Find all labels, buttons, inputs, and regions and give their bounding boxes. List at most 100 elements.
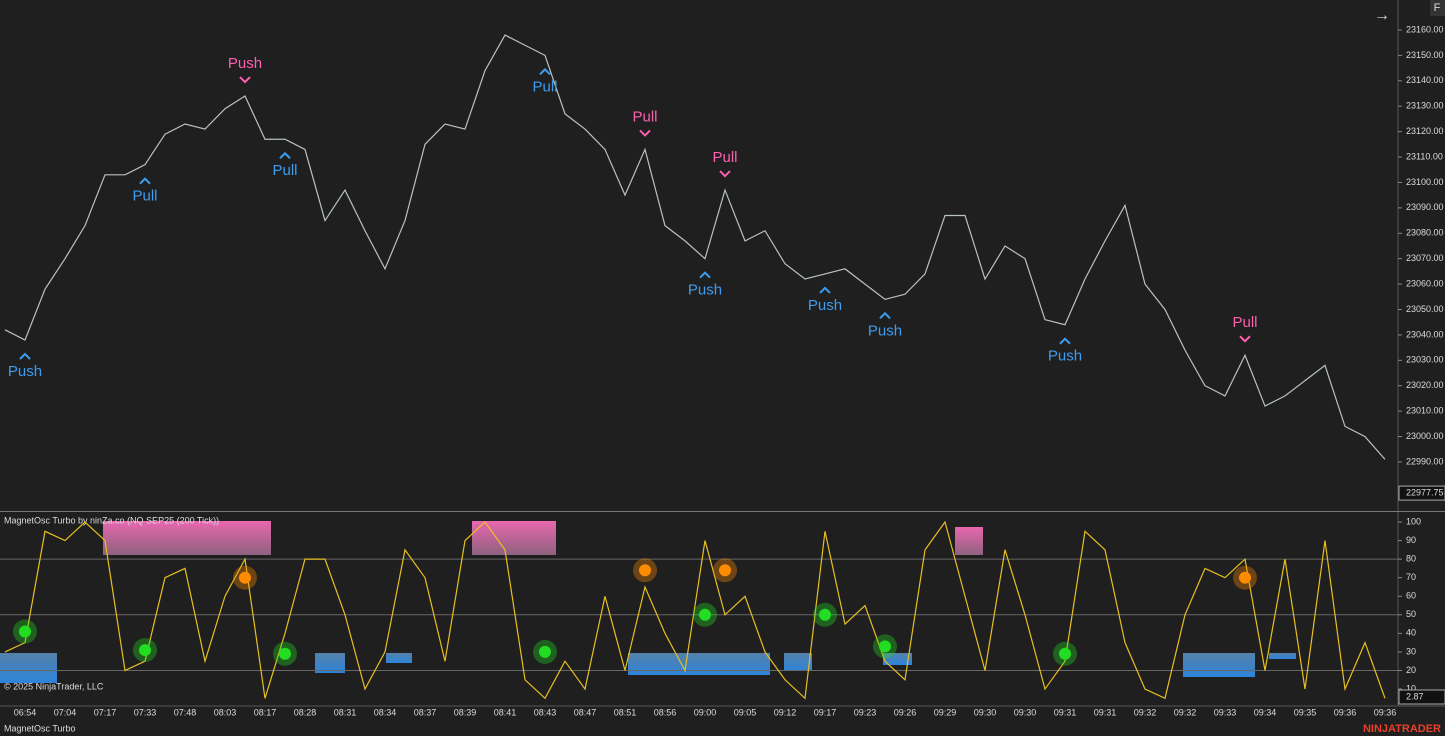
- scroll-arrow[interactable]: →: [1374, 7, 1390, 24]
- signal-dot: [539, 645, 551, 658]
- x-tick-label: 09:34: [1254, 707, 1277, 717]
- x-tick-label: 07:48: [174, 707, 197, 717]
- x-tick-label: 09:36: [1374, 707, 1397, 717]
- signal-arrow: [1239, 335, 1251, 343]
- signal-label: Push: [8, 363, 42, 380]
- signal-dot: [879, 640, 891, 653]
- x-tick-label: 09:12: [774, 707, 797, 717]
- y-tick-label: 70: [1406, 572, 1416, 582]
- series-line: [4, 520, 1386, 700]
- buy-zone: [1269, 653, 1296, 659]
- y-tick-label: 40: [1406, 628, 1416, 638]
- y-tick-label: 60: [1406, 591, 1416, 601]
- signal-dot: [819, 608, 831, 621]
- x-tick-label: 08:03: [214, 707, 237, 717]
- y-tick-label: 50: [1406, 609, 1416, 619]
- y-tick-label: 23030.00: [1406, 355, 1444, 365]
- buy-zone: [883, 653, 912, 665]
- y-tick-label: 23160.00: [1406, 24, 1444, 34]
- signal-label: Pull: [132, 188, 157, 205]
- x-tick-label: 08:56: [654, 707, 677, 717]
- buy-zone: [628, 653, 770, 675]
- series-line: [4, 34, 1386, 460]
- x-tick-label: 09:31: [1094, 707, 1117, 717]
- sell-zone: [472, 521, 556, 555]
- signal-arrow: [139, 177, 151, 185]
- signal-label: Pull: [712, 149, 737, 166]
- y-tick-label: 23130.00: [1406, 101, 1444, 111]
- x-tick-label: 08:34: [374, 707, 397, 717]
- last-price-label: 2.87: [1406, 691, 1424, 701]
- x-tick-label: 09:30: [974, 707, 997, 717]
- x-tick-label: 06:54: [14, 707, 37, 717]
- y-tick-label: 23000.00: [1406, 431, 1444, 441]
- buy-zone: [315, 653, 345, 673]
- x-tick-label: 09:35: [1294, 707, 1317, 717]
- x-tick-label: 08:39: [454, 707, 477, 717]
- y-tick-label: 23150.00: [1406, 50, 1444, 60]
- buy-zone: [386, 653, 412, 663]
- y-tick-label: 100: [1406, 516, 1421, 526]
- signal-dot: [699, 608, 711, 621]
- sell-zone: [103, 521, 271, 555]
- last-price-tag: [1398, 485, 1445, 501]
- y-tick-label: 23080.00: [1406, 228, 1444, 238]
- zones: [0, 521, 1296, 683]
- y-tick-label: 80: [1406, 554, 1416, 564]
- x-tick-label: 08:43: [534, 707, 557, 717]
- signal-dot: [1059, 647, 1071, 660]
- signal-label: Pull: [532, 78, 557, 95]
- y-tick-label: 20: [1406, 665, 1416, 675]
- last-price-tag: [1398, 689, 1445, 705]
- signal-arrow: [879, 311, 891, 320]
- x-tick-label: 08:37: [414, 707, 437, 717]
- signal-dot: [239, 571, 251, 584]
- y-tick-label: 23050.00: [1406, 304, 1444, 314]
- buy-zone: [784, 653, 812, 671]
- x-tick-label: 08:17: [254, 707, 277, 717]
- signal-arrow: [639, 129, 651, 137]
- y-tick-label: 23090.00: [1406, 202, 1444, 212]
- y-tick-label: 30: [1406, 646, 1416, 656]
- x-tick-label: 09:29: [934, 707, 957, 717]
- buy-zone: [0, 653, 57, 683]
- y-tick-label: 23020.00: [1406, 380, 1444, 390]
- indicator-tab: MagnetOsc Turbo: [4, 723, 76, 733]
- x-tick-label: 07:17: [94, 707, 117, 717]
- y-tick-label: 23010.00: [1406, 406, 1444, 416]
- x-tick-label: 08:41: [494, 707, 517, 717]
- y-tick-label: 23140.00: [1406, 75, 1444, 85]
- copyright: © 2025 NinjaTrader, LLC: [4, 681, 104, 691]
- x-tick-label: 09:23: [854, 707, 877, 717]
- x-tick-label: 09:26: [894, 707, 917, 717]
- signal-arrow: [19, 352, 31, 360]
- signal-arrow: [719, 170, 731, 178]
- x-tick-label: 08:31: [334, 707, 357, 717]
- signal-label: Push: [228, 55, 262, 72]
- x-tick-label: 08:28: [294, 707, 317, 717]
- y-tick-label: 23120.00: [1406, 126, 1444, 136]
- x-tick-label: 09:05: [734, 707, 757, 717]
- indicator-title: MagnetOsc Turbo by ninZa.co (NQ SEP25 (2…: [4, 515, 219, 525]
- signal-dot: [279, 647, 291, 660]
- x-tick-label: 07:04: [54, 707, 77, 717]
- x-tick-label: 08:47: [574, 707, 597, 717]
- sell-zone: [955, 527, 983, 555]
- x-tick-label: 08:51: [614, 707, 637, 717]
- signal-arrow: [239, 76, 251, 84]
- button[interactable]: [1430, 0, 1445, 16]
- x-tick-label: 09:36: [1334, 707, 1357, 717]
- x-tick-label: 09:31: [1054, 707, 1077, 717]
- button-label[interactable]: F: [1434, 2, 1441, 14]
- y-tick-label: 23100.00: [1406, 177, 1444, 187]
- x-tick-label: 09:30: [1014, 707, 1037, 717]
- signal-dot: [639, 564, 651, 577]
- last-price-label: 22977.75: [1406, 487, 1444, 497]
- x-tick-label: 07:33: [134, 707, 157, 717]
- signal-arrow: [699, 271, 711, 279]
- x-tick-label: 09:00: [694, 707, 717, 717]
- y-tick-label: 23110.00: [1406, 151, 1443, 161]
- y-tick-label: 23040.00: [1406, 329, 1444, 339]
- signal-label: Pull: [1232, 314, 1257, 331]
